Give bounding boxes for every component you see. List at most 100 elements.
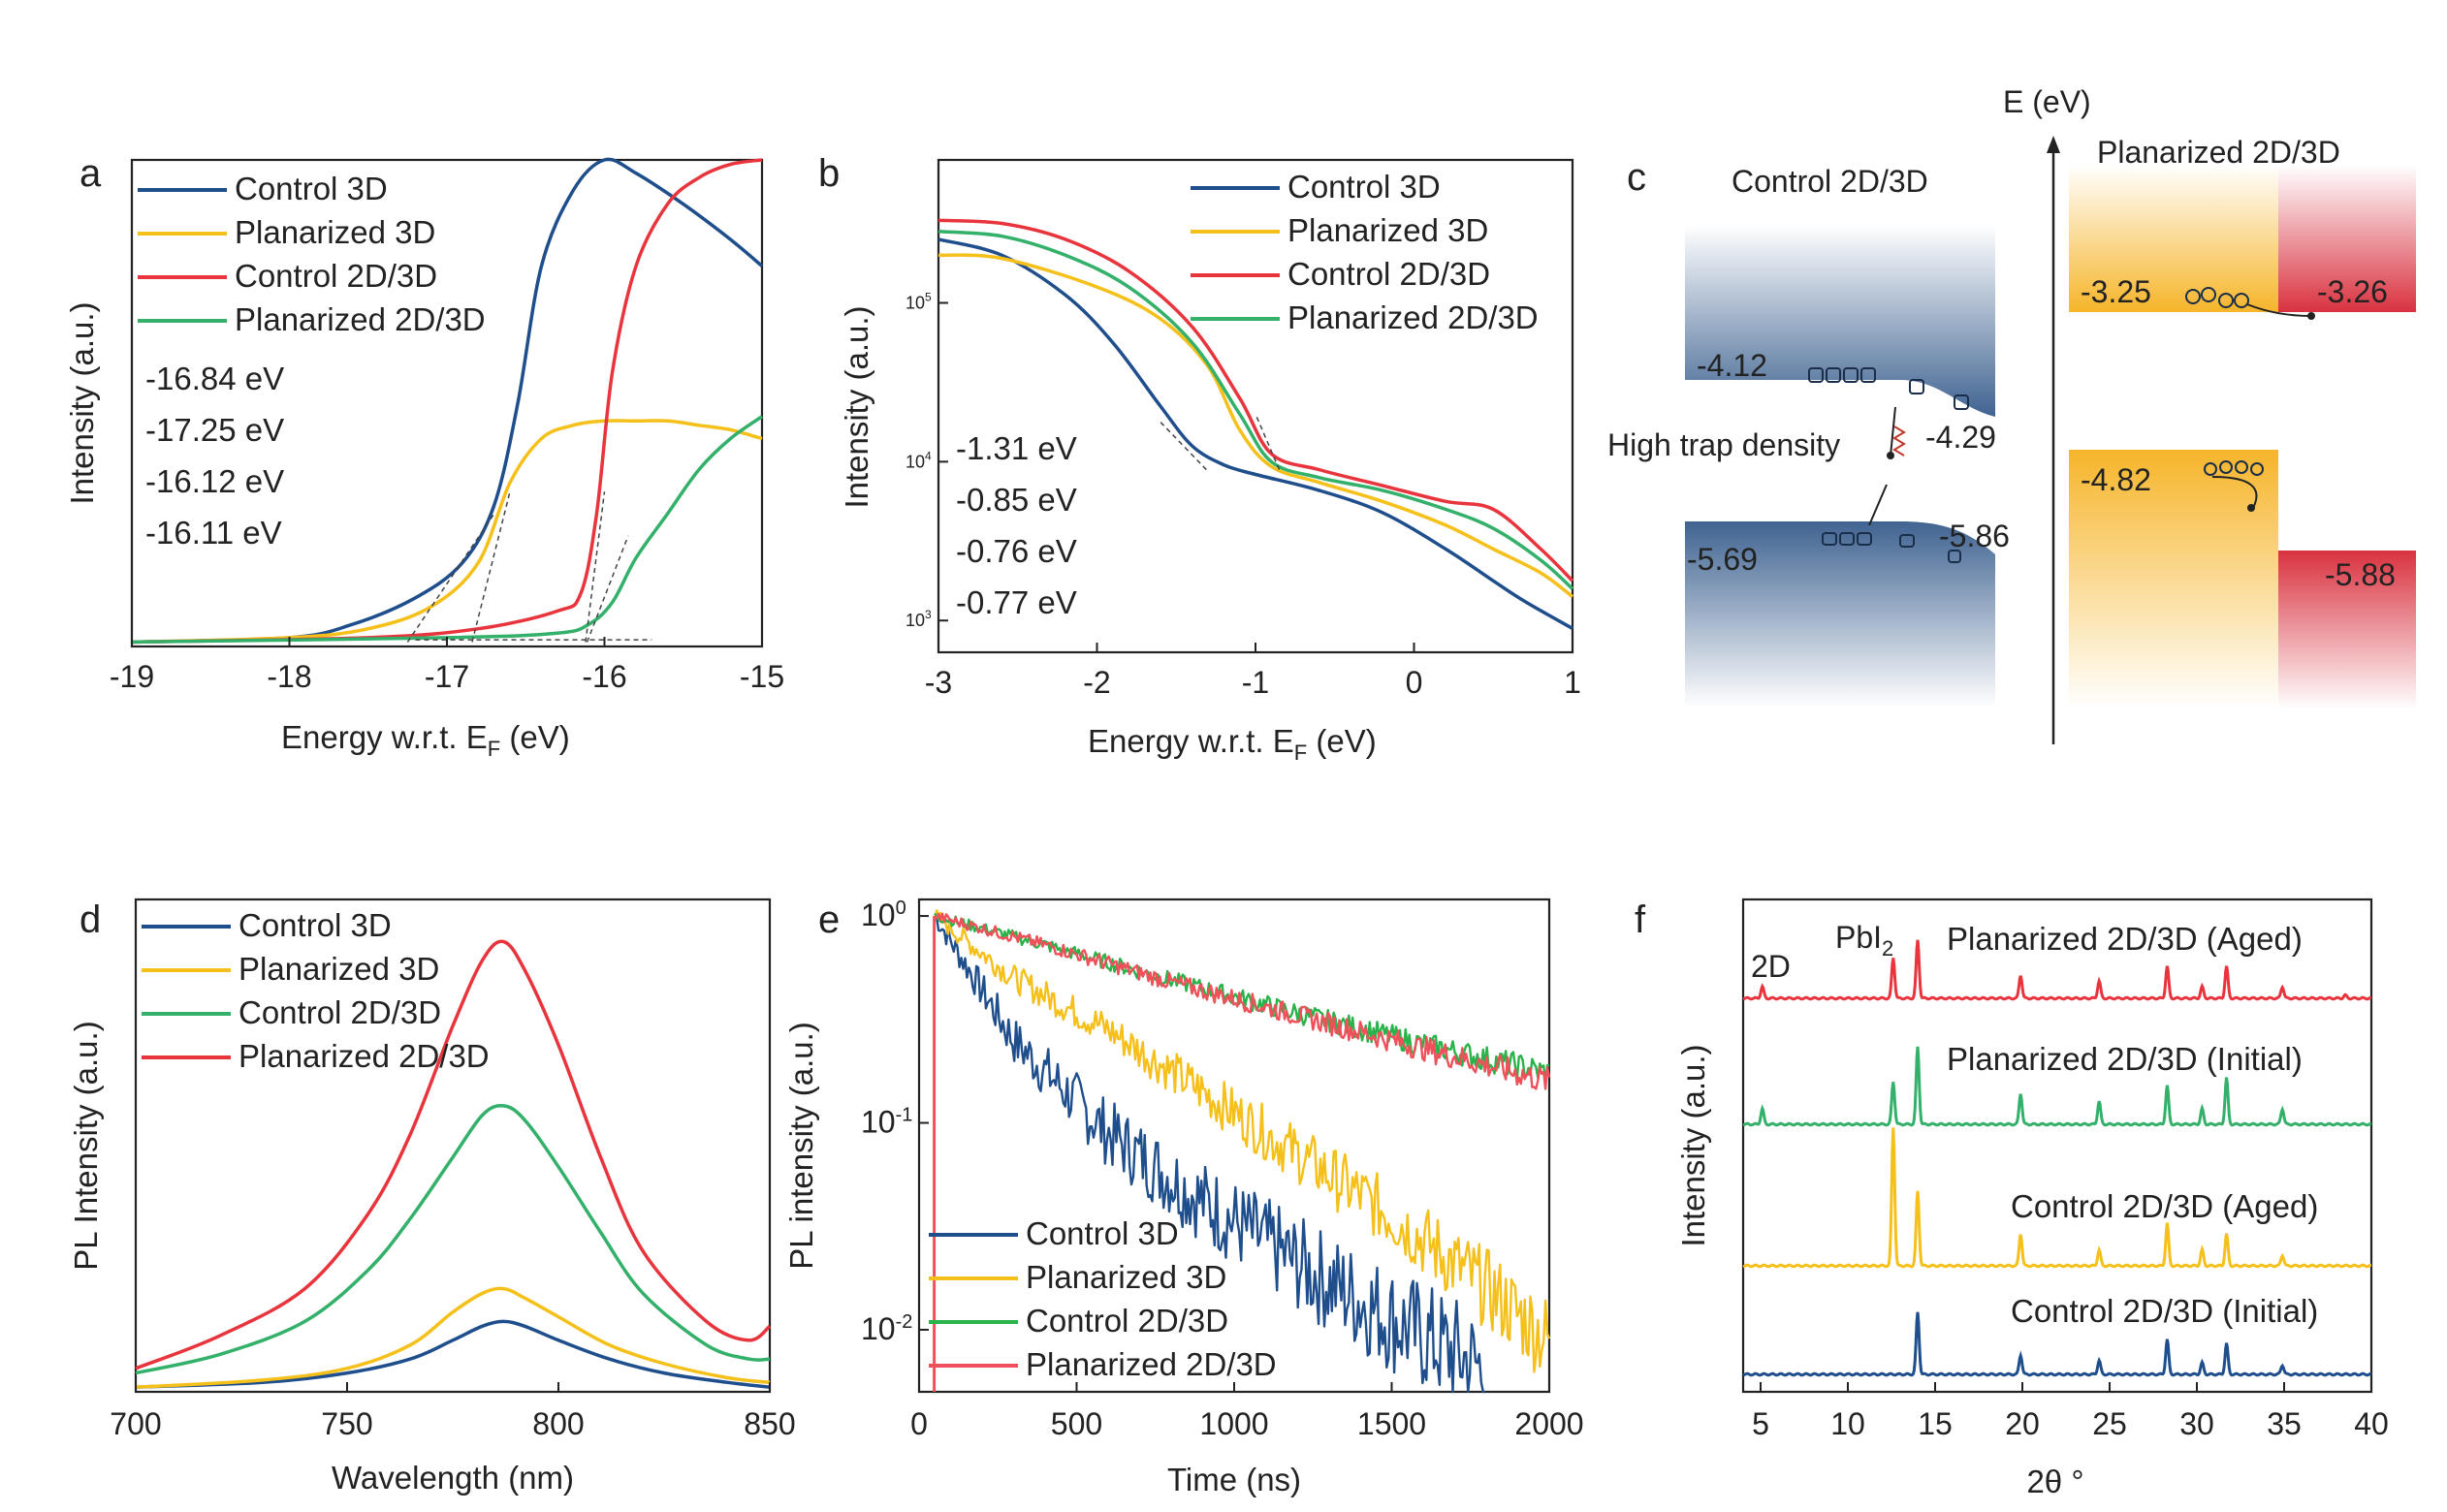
series-line — [131, 158, 763, 645]
legend-label: Planarized 3D — [1026, 1259, 1226, 1295]
energy-axis-arrow — [2047, 136, 2060, 153]
plot-e-legend: Control 3D Planarized 3D Control 2D/3D Plan… — [929, 1215, 1277, 1382]
trap-state — [1843, 367, 1859, 383]
legend-label: Control 2D/3D — [1287, 256, 1490, 292]
trap-states-left — [1808, 367, 1969, 563]
plot-e-lines — [933, 909, 1551, 1394]
plot-b-yticks: 103 104 105 — [906, 290, 948, 630]
val-left-vb-left: -5.69 — [1687, 542, 1758, 577]
peak-label-pbi2: PbI2 — [1835, 920, 1893, 961]
x-tick-label: 40 — [2354, 1406, 2389, 1441]
trap-state — [1899, 534, 1915, 548]
y-tick-label: 104 — [906, 449, 932, 471]
plot-f-ylabel: Intensity (a.u.) — [1675, 1044, 1711, 1246]
legend-label: Control 2D/3D — [1026, 1303, 1228, 1339]
plot-e-xlabel: Time (ns) — [1167, 1462, 1301, 1497]
right-transfer-arrow-top — [2246, 303, 2312, 317]
legend-label: Control 3D — [1287, 169, 1441, 205]
series-label: Planarized 2D/3D (Initial) — [1947, 1041, 2303, 1077]
legend-label: Planarized 2D/3D — [238, 1038, 490, 1074]
plot-a-xlabel: Energy w.r.t. EF (eV) — [281, 719, 570, 761]
legend-label: Control 2D/3D — [238, 994, 441, 1030]
val-right-vb-left: -4.82 — [2081, 462, 2151, 497]
plot-b-xlabel: Energy w.r.t. EF (eV) — [1088, 723, 1377, 765]
legend-label: Control 3D — [238, 907, 392, 943]
x-tick-label: 25 — [2092, 1406, 2127, 1441]
x-tick-label: 1000 — [1199, 1406, 1268, 1441]
series-line — [934, 915, 1485, 1394]
plot-f-series-labels: Planarized 2D/3D (Aged) Planarized 2D/3D … — [1947, 921, 2318, 1329]
legend-label: Planarized 2D/3D — [1026, 1346, 1277, 1382]
plot-f-xticks: 5 10 15 20 25 30 35 40 — [1752, 1382, 2389, 1441]
plot-a-legend: Control 3D Planarized 3D Control 2D/3D Plan… — [138, 171, 486, 337]
val-right-cb-left: -3.25 — [2081, 274, 2151, 309]
trap-state — [2235, 460, 2248, 474]
trap-state — [1857, 532, 1872, 546]
transition-line — [1890, 406, 1896, 457]
y-tick-label: 100 — [861, 898, 906, 932]
transition-dot — [1887, 452, 1894, 459]
right-transfer-dot-top — [2307, 312, 2315, 320]
legend-label: Planarized 2D/3D — [235, 301, 486, 337]
peak-label-2d: 2D — [1751, 949, 1791, 984]
x-tick-label: 700 — [110, 1406, 161, 1441]
panel-d: d 700 750 800 850 Wavelength (nm) PL Intens… — [68, 898, 796, 1496]
trap-state — [1839, 532, 1855, 546]
x-tick-label: 0 — [1406, 665, 1423, 700]
plot-a-annotations: -16.84 eV -17.25 eV -16.12 eV -16.11 eV — [145, 361, 284, 551]
trap-zigzag — [1892, 425, 1906, 457]
left-valence-band — [1685, 521, 1995, 708]
y-tick-label: 10-1 — [861, 1105, 912, 1140]
plot-d-ylabel: PL Intensity (a.u.) — [68, 1021, 104, 1270]
onset-annotation: -0.76 eV — [956, 533, 1077, 569]
x-tick-label: 800 — [532, 1406, 584, 1441]
plot-a-xticks: -19 -18 -17 -16 -15 — [110, 637, 784, 694]
diagram-right-title: Planarized 2D/3D — [2097, 135, 2340, 170]
trap-state — [2204, 462, 2217, 476]
trap-state — [1826, 367, 1841, 383]
legend-label: Planarized 3D — [238, 951, 439, 987]
val-left-cb-left: -4.12 — [1697, 348, 1767, 383]
panel-label-c: c — [1627, 156, 1646, 199]
series-line — [937, 218, 1574, 583]
y-tick-label: 10-2 — [861, 1311, 912, 1346]
x-tick-label: 1500 — [1357, 1406, 1426, 1441]
x-tick-label: 10 — [1830, 1406, 1865, 1441]
x-tick-label: -15 — [740, 659, 784, 694]
series-label: Planarized 2D/3D (Aged) — [1947, 921, 2303, 957]
plot-b-annotations: -1.31 eV -0.85 eV -0.76 eV -0.77 eV — [956, 430, 1077, 620]
trap-state — [2185, 289, 2201, 304]
right-valence-band-right — [2278, 551, 2416, 709]
panel-label-a: a — [79, 152, 102, 195]
energy-axis-label: E (eV) — [2003, 84, 2091, 119]
legend-label: Control 2D/3D — [235, 258, 437, 294]
onset-annotation: -16.12 eV — [145, 463, 284, 499]
val-right-vb-right: -5.88 — [2325, 557, 2396, 592]
panel-label-b: b — [818, 152, 840, 195]
y-tick-label: 105 — [906, 290, 932, 312]
trap-state — [2250, 462, 2264, 476]
legend-label: Planarized 2D/3D — [1287, 299, 1539, 335]
series-line — [1742, 1127, 2372, 1269]
trap-state — [1954, 394, 1969, 410]
panel-b: b -3 -2 -1 0 1 103 104 105 Energy w.r.t. EF (e… — [818, 152, 1581, 765]
trap-state — [1808, 367, 1824, 383]
val-left-vb-right: -5.86 — [1939, 519, 2010, 553]
plot-a-ylabel: Intensity (a.u.) — [64, 301, 100, 504]
panel-label-d: d — [79, 898, 101, 941]
plot-e-xticks: 0 500 1000 1500 2000 — [910, 1382, 1584, 1441]
x-tick-label: 1 — [1564, 665, 1581, 700]
series-line — [135, 1319, 771, 1389]
onset-annotation: -17.25 eV — [145, 412, 284, 448]
series-line — [937, 253, 1574, 599]
right-conduction-band-right — [2278, 165, 2416, 312]
series-line — [1742, 1046, 2372, 1127]
panel-f: f 5 10 15 20 25 30 35 40 2θ ° Intensity (a.u.) … — [1635, 898, 2389, 1499]
onset-annotation: -1.31 eV — [956, 430, 1077, 466]
panel-c: c Control 2D/3D Planarized 2D/3D E (eV) … — [1607, 84, 2416, 744]
series-line — [1742, 1311, 2372, 1377]
trap-states-right — [2185, 287, 2264, 476]
plot-b-ylabel: Intensity (a.u.) — [839, 305, 874, 508]
series-line — [934, 909, 1551, 1373]
